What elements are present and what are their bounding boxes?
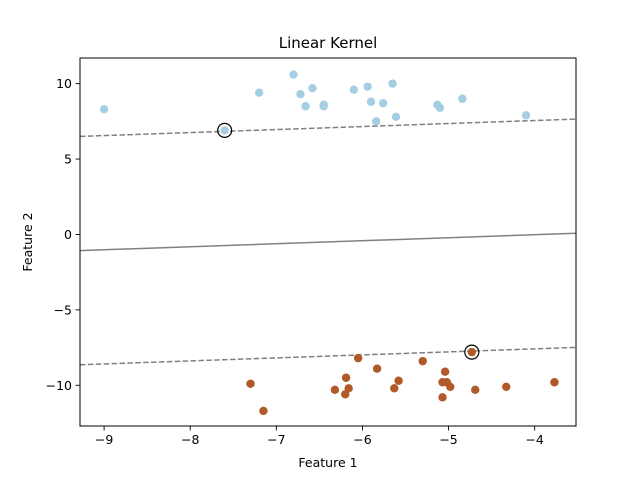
decision-lines — [80, 118, 576, 366]
data-point-lower — [344, 384, 353, 393]
decision-boundary-line — [80, 232, 576, 252]
data-point-lower — [471, 385, 480, 395]
x-tick-label: −7 — [267, 432, 285, 447]
x-tick-label: −9 — [95, 432, 113, 447]
x-axis-ticks: −9 −8 −7 −6 −5 −4 — [95, 426, 544, 447]
data-point-upper — [308, 83, 317, 93]
data-point-upper — [435, 103, 445, 112]
data-point-lower — [390, 384, 399, 393]
data-point-lower — [467, 347, 477, 357]
y-tick-label: 0 — [64, 227, 72, 242]
data-point-upper — [296, 89, 305, 99]
data-point-lower — [394, 376, 403, 385]
axes-frame — [79, 57, 577, 427]
x-axis-label: Feature 1 — [298, 455, 357, 470]
data-point-lower — [372, 364, 382, 373]
data-point-lower — [418, 356, 427, 366]
x-tick-label: −5 — [439, 432, 457, 447]
y-tick-label: −5 — [54, 302, 72, 317]
data-point-lower — [330, 385, 340, 395]
data-point-upper — [366, 97, 376, 106]
data-point-upper — [372, 117, 381, 126]
plot-area — [79, 57, 577, 427]
data-point-upper — [458, 94, 467, 103]
data-point-upper — [391, 112, 401, 122]
data-point-lower — [353, 353, 363, 363]
support-vector-marker — [464, 344, 480, 360]
y-tick-label: −10 — [46, 378, 72, 393]
y-axis-label: Feature 2 — [20, 212, 35, 271]
data-point-upper — [388, 79, 397, 88]
data-point-upper — [349, 85, 359, 94]
data-point-upper — [301, 102, 310, 111]
data-point-upper — [521, 111, 531, 120]
data-point-upper — [289, 70, 298, 79]
data-point-lower — [502, 382, 511, 391]
data-point-upper — [378, 99, 388, 108]
data-point-lower — [259, 406, 268, 416]
support-vector-marker — [217, 122, 233, 138]
chart-title: Linear Kernel — [279, 34, 378, 52]
data-point-upper — [254, 88, 264, 97]
data-point-lower — [440, 367, 450, 376]
data-point-lower — [341, 373, 351, 382]
y-tick-label: 5 — [64, 152, 72, 167]
x-tick-label: −4 — [525, 432, 543, 447]
data-point-upper — [363, 82, 372, 91]
data-point-lower — [550, 378, 559, 387]
data-point-lower — [446, 382, 455, 391]
margin-line-lower — [80, 346, 576, 366]
x-tick-label: −6 — [353, 432, 371, 447]
data-point-lower — [438, 393, 447, 402]
data-point-lower — [246, 379, 255, 388]
data-point-upper — [99, 105, 109, 114]
data-point-upper — [319, 102, 328, 111]
x-tick-label: −8 — [181, 432, 199, 447]
y-axis-ticks: −10 −5 0 5 10 — [46, 76, 80, 393]
data-point-upper — [220, 126, 229, 135]
data-points — [99, 70, 559, 416]
y-tick-label: 10 — [56, 76, 72, 91]
margin-line-upper — [80, 118, 576, 138]
